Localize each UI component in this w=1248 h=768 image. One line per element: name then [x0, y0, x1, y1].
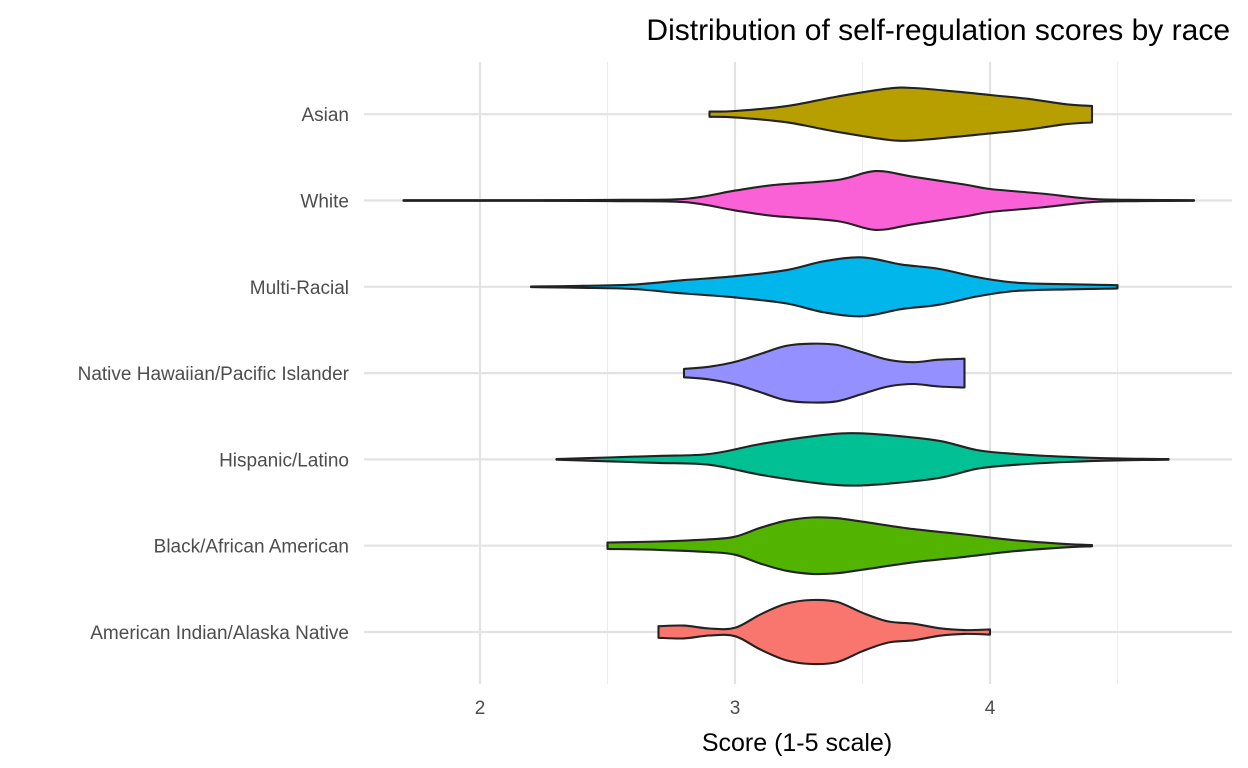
- x-tick-label: 4: [985, 698, 996, 719]
- y-tick-label-hispanic-latino: Hispanic/Latino: [219, 450, 349, 471]
- y-tick-labels: American Indian/Alaska Native Black/Afric…: [78, 105, 350, 644]
- y-tick-label-native-hawaiian-pacific-islander: Native Hawaiian/Pacific Islander: [78, 364, 350, 385]
- y-tick-label-white: White: [300, 192, 349, 213]
- chart-title: Distribution of self-regulation scores b…: [646, 14, 1230, 47]
- y-tick-label-american-indian-alaska-native: American Indian/Alaska Native: [90, 623, 349, 644]
- x-tick-label: 3: [730, 698, 741, 719]
- y-tick-label-asian: Asian: [301, 105, 349, 126]
- x-tick-label: 2: [475, 698, 486, 719]
- violin-black-african-american: [606, 516, 1094, 576]
- violin-american-indian-alaska-native: [657, 598, 992, 666]
- x-tick-labels: 2 3 4: [475, 698, 996, 719]
- violins: [402, 86, 1196, 666]
- violin-hispanic-latino: [555, 432, 1170, 487]
- y-tick-label-multi-racial: Multi-Racial: [250, 278, 349, 299]
- violin-multi-racial: [529, 256, 1119, 318]
- violin-native-hawaiian-pacific-islander: [682, 342, 966, 404]
- violin-white: [402, 170, 1196, 231]
- y-tick-label-black-african-american: Black/African American: [154, 537, 349, 558]
- x-axis-label: Score (1-5 scale): [702, 729, 892, 757]
- violin-asian: [708, 86, 1094, 142]
